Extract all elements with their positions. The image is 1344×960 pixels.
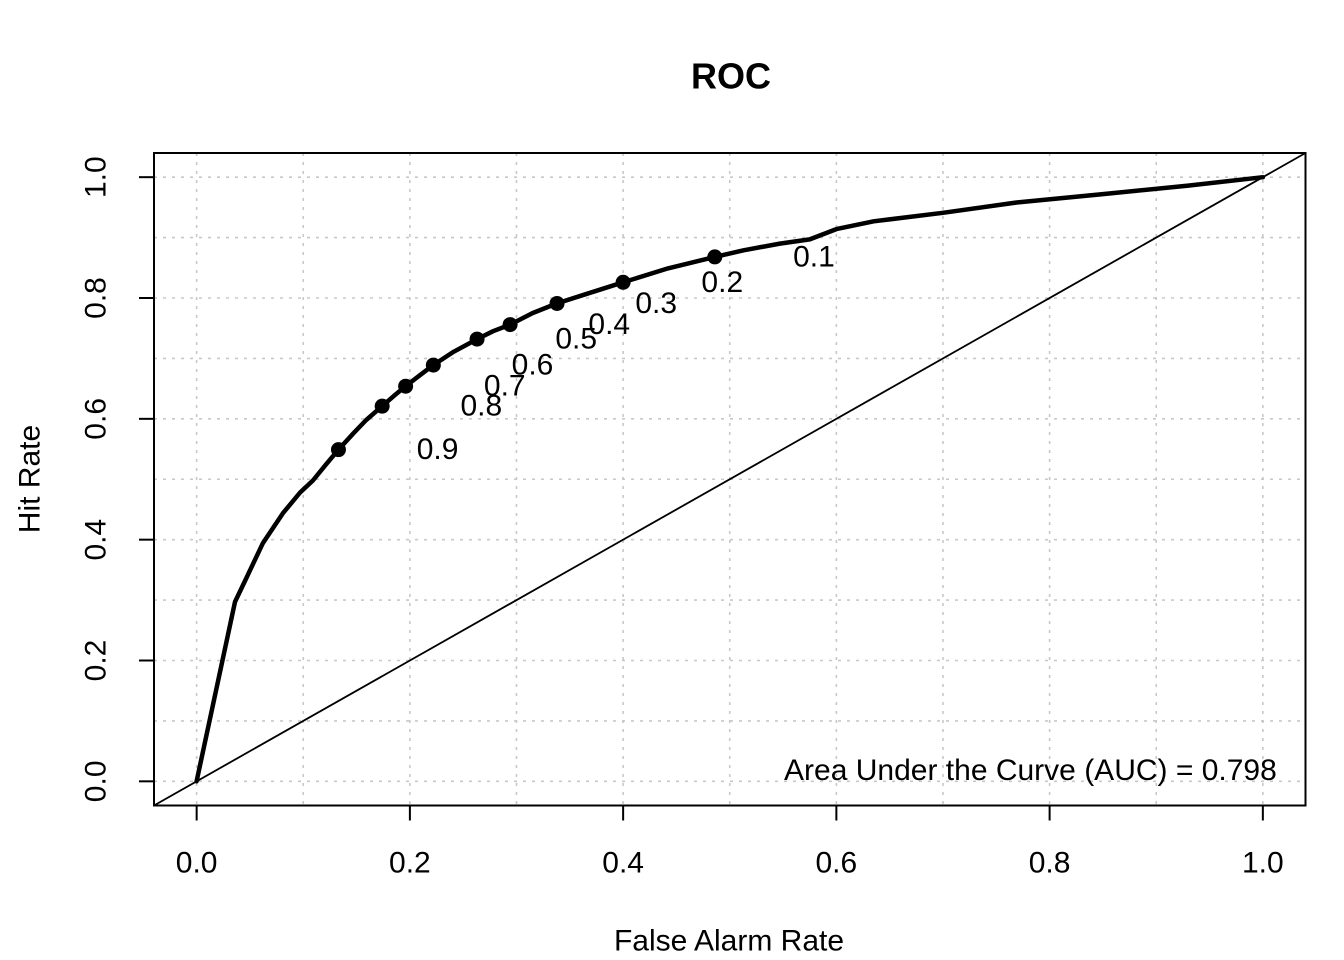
threshold-point: [398, 378, 414, 394]
threshold-points: [330, 249, 723, 458]
threshold-point: [374, 398, 390, 414]
x-axis-label: False Alarm Rate: [614, 925, 844, 958]
threshold-point: [330, 442, 346, 458]
x-axis-ticks: [195, 805, 1264, 821]
x-tick-label: 0.8: [1029, 847, 1071, 880]
chart-title: ROC: [691, 56, 771, 97]
x-axis-tick-labels: 0.0 0.2 0.4 0.6 0.8 1.0: [176, 847, 1284, 880]
threshold-label: 0.7: [484, 370, 526, 403]
threshold-label: 0.2: [701, 266, 743, 299]
threshold-label: 0.9: [417, 433, 459, 466]
x-tick-label: 0.2: [389, 847, 431, 880]
threshold-label: 0.4: [588, 308, 630, 341]
y-tick-label: 0.4: [80, 519, 113, 561]
roc-curve-line: [194, 174, 1266, 784]
threshold-point: [469, 331, 485, 347]
threshold-label: 0.6: [512, 349, 554, 382]
y-tick-label: 1.0: [80, 156, 113, 198]
y-axis-ticks: [139, 176, 154, 783]
x-tick-label: 0.4: [602, 847, 644, 880]
threshold-label: 0.8: [460, 390, 502, 423]
threshold-label: 0.5: [555, 323, 597, 356]
y-tick-label: 0.8: [80, 277, 113, 319]
threshold-point: [549, 295, 565, 311]
chance-diagonal-line: [153, 152, 1306, 807]
threshold-point: [502, 317, 518, 333]
plot-box: [153, 152, 1307, 807]
threshold-label: 0.3: [635, 287, 677, 320]
x-tick-label: 0.6: [816, 847, 858, 880]
y-tick-label: 0.6: [80, 398, 113, 440]
y-tick-label: 0.2: [80, 640, 113, 682]
threshold-label: 0.1: [793, 240, 835, 273]
threshold-labels: 0.90.80.70.60.50.40.3 0.2 0.1: [417, 240, 835, 466]
x-tick-label: 1.0: [1242, 847, 1284, 880]
threshold-point: [425, 357, 441, 373]
threshold-point: [615, 274, 631, 290]
threshold-point: [707, 249, 723, 265]
y-tick-label: 0.0: [80, 760, 113, 802]
auc-annotation: Area Under the Curve (AUC) = 0.798: [784, 754, 1277, 787]
y-axis-tick-labels: 0.0 0.2 0.4 0.6 0.8 1.0: [80, 156, 113, 802]
x-tick-label: 0.0: [176, 847, 218, 880]
y-axis-label: Hit Rate: [14, 425, 47, 533]
